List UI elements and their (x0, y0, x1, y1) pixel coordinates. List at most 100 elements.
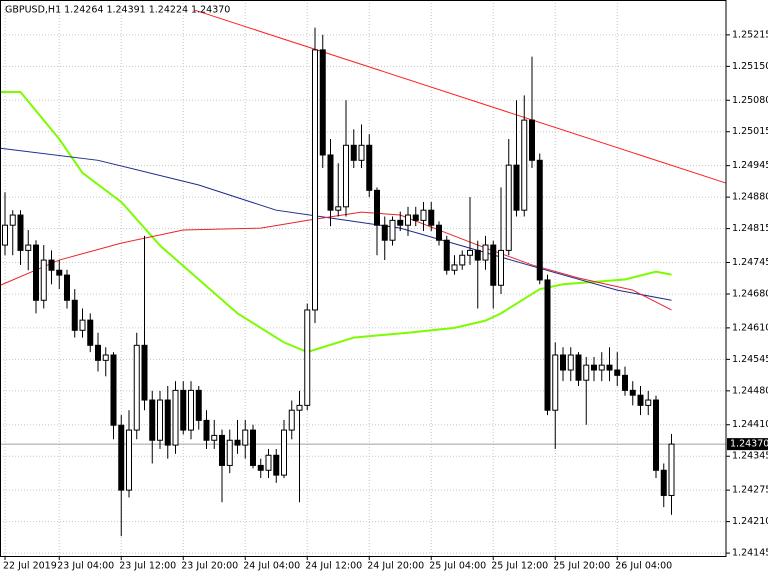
candle-body (660, 469, 667, 496)
candle-body (156, 399, 163, 441)
candle-body (87, 319, 94, 346)
candle-body (32, 244, 39, 301)
candle-body (149, 399, 156, 441)
candle-body (482, 244, 489, 261)
x-tick-label: 24 Jul 12:00 (305, 561, 362, 572)
y-tick-label: 1.25215 (732, 29, 768, 40)
y-tick-label: 1.24275 (732, 485, 768, 496)
candle-body (350, 144, 357, 161)
plot (0, 9, 727, 537)
candle-body (374, 189, 381, 226)
candle-body (1, 224, 8, 246)
candle-body (544, 279, 551, 411)
y-tick-label: 1.25015 (732, 126, 768, 137)
candle-body (474, 249, 481, 261)
candle-body (498, 249, 505, 286)
y-tick-label: 1.24545 (732, 354, 768, 365)
indicator-line (0, 91, 672, 354)
indicator-line (0, 147, 672, 301)
candle-body (560, 354, 567, 371)
candle-body (133, 344, 140, 431)
candle-body (118, 424, 125, 491)
candle-body (102, 354, 109, 361)
candle-body (591, 364, 598, 371)
candle-body (79, 319, 86, 331)
candle-body (195, 389, 202, 421)
candle-body (389, 219, 396, 241)
y-tick-label: 1.24815 (732, 223, 768, 234)
candle-body (327, 154, 334, 211)
candle-body (629, 389, 636, 396)
candle-body (48, 259, 55, 271)
x-tick-label: 24 Jul 20:00 (367, 561, 424, 572)
y-tick-label: 1.24210 (732, 516, 768, 527)
candle-body (164, 399, 171, 446)
candle-body (141, 344, 148, 401)
candle-body (536, 159, 543, 281)
candle-body (521, 119, 528, 211)
x-tick-label: 25 Jul 04:00 (429, 561, 486, 572)
x-tick-label: 23 Jul 12:00 (119, 561, 176, 572)
candle-body (653, 399, 660, 471)
candle-body (451, 264, 458, 271)
candle-body (668, 443, 675, 496)
candle-body (420, 209, 427, 221)
candle-body (513, 164, 520, 211)
y-tick-label: 1.24945 (732, 160, 768, 171)
candle-body (459, 254, 466, 266)
candle-body (428, 209, 435, 226)
candle-body (436, 224, 443, 241)
candle-body (583, 364, 590, 381)
candle-body (226, 439, 233, 466)
candle-body (575, 354, 582, 381)
candle-body (281, 429, 288, 476)
candle-body (257, 464, 264, 471)
x-tick-label: 25 Jul 20:00 (553, 561, 610, 572)
y-tick-label: 1.24480 (732, 385, 768, 396)
y-tick-label: 1.25080 (732, 95, 768, 106)
chart-title: GBPUSD,H1 1.24264 1.24391 1.24224 1.2437… (5, 5, 230, 16)
indicator-line (194, 9, 727, 184)
current-price-label: 1.24370 (730, 439, 768, 450)
candle-body (552, 354, 559, 411)
candle-body (211, 434, 218, 441)
candle-body (335, 206, 342, 211)
candle-body (71, 299, 78, 331)
candle-body (40, 259, 47, 301)
candle-body (187, 389, 194, 431)
candle-body (614, 369, 621, 376)
candle-body (319, 49, 326, 156)
indicator-line (0, 211, 672, 311)
candle-body (242, 429, 249, 446)
candle-body (296, 404, 303, 411)
y-tick-label: 1.24145 (732, 548, 768, 559)
candle-body (490, 244, 497, 286)
x-tick-label: 25 Jul 12:00 (491, 561, 548, 572)
candle-body (381, 224, 388, 241)
candle-body (63, 274, 70, 301)
candle-body (397, 219, 404, 226)
candle-body (598, 364, 605, 371)
y-tick-label: 1.24745 (732, 257, 768, 268)
candle-body (606, 364, 613, 371)
candle-body (405, 214, 412, 226)
candle-body (17, 214, 24, 251)
y-tick-label: 1.24410 (732, 419, 768, 430)
candle-body (312, 49, 319, 311)
candle-body (125, 429, 132, 491)
candle-body (637, 394, 644, 406)
candle-body (366, 144, 373, 191)
candle-body (505, 164, 512, 251)
y-tick-label: 1.25150 (732, 61, 768, 72)
candle-body (180, 389, 187, 431)
candle-body (467, 249, 474, 256)
plot-frame (0, 0, 727, 557)
candle-body (9, 214, 16, 226)
y-tick-label: 1.24610 (732, 322, 768, 333)
candle-body (110, 354, 117, 426)
candle-body (567, 354, 574, 371)
candle-body (645, 399, 652, 406)
